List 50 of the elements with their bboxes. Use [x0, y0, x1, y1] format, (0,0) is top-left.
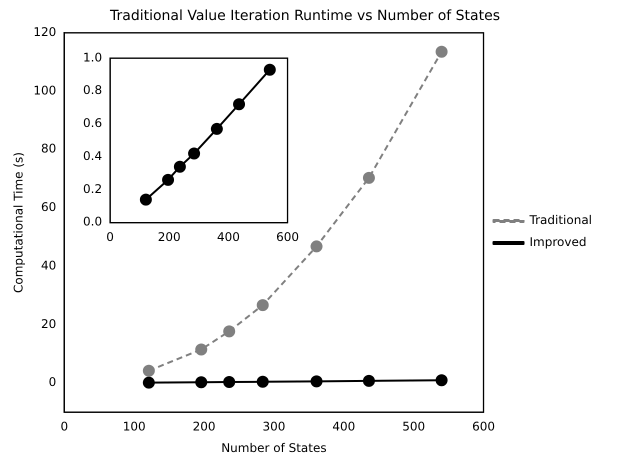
point	[210, 122, 223, 135]
point	[256, 299, 269, 312]
y-tick-label: 40	[41, 258, 56, 272]
y-tick-label: 1.0	[82, 50, 102, 64]
x-axis-title: Number of States	[221, 440, 327, 455]
y-tick-label: 60	[41, 200, 56, 214]
point	[362, 172, 375, 184]
y-axis-title: Computational Time (s)	[11, 152, 26, 293]
point	[142, 376, 155, 389]
y-tick-label: 0	[48, 375, 56, 390]
point	[223, 376, 236, 388]
x-tick-label: 0	[60, 420, 68, 434]
chart-title: Traditional Value Iteration Runtime vs Number of States	[108, 8, 500, 24]
point	[195, 376, 208, 388]
point	[256, 376, 269, 388]
x-tick-label: 300	[262, 420, 286, 434]
x-tick-label: 0	[106, 230, 114, 244]
y-tick-label: 0.2	[82, 182, 102, 196]
legend-label: Improved	[530, 235, 586, 250]
point	[142, 364, 155, 377]
x-tick-label: 100	[122, 420, 146, 434]
y-tick-label: 0.0	[82, 214, 102, 229]
point	[162, 174, 174, 186]
point	[362, 374, 375, 387]
x-tick-label: 600	[276, 230, 299, 244]
point	[195, 343, 208, 356]
x-tick-label: 500	[402, 420, 426, 434]
y-tick-label: 20	[41, 316, 56, 331]
y-tick-label: 0.8	[82, 83, 102, 98]
y-tick-label: 100	[33, 83, 56, 98]
point	[233, 98, 246, 110]
x-tick-label: 200	[158, 230, 181, 244]
point	[310, 375, 323, 388]
x-tick-label: 400	[332, 420, 356, 434]
point	[140, 194, 152, 206]
point	[310, 240, 323, 252]
point	[174, 160, 186, 173]
point	[436, 374, 448, 386]
point	[188, 148, 200, 160]
point	[223, 325, 236, 338]
y-tick-label: 0.6	[82, 116, 102, 130]
legend-label: Traditional	[528, 213, 592, 228]
y-tick-label: 0.4	[82, 148, 102, 163]
y-tick-label: 80	[41, 142, 56, 156]
x-tick-label: 400	[216, 230, 240, 244]
x-tick-label: 600	[472, 420, 495, 434]
y-tick-label: 120	[33, 24, 56, 39]
point	[264, 64, 276, 76]
point	[436, 46, 448, 58]
x-tick-label: 200	[192, 420, 216, 434]
